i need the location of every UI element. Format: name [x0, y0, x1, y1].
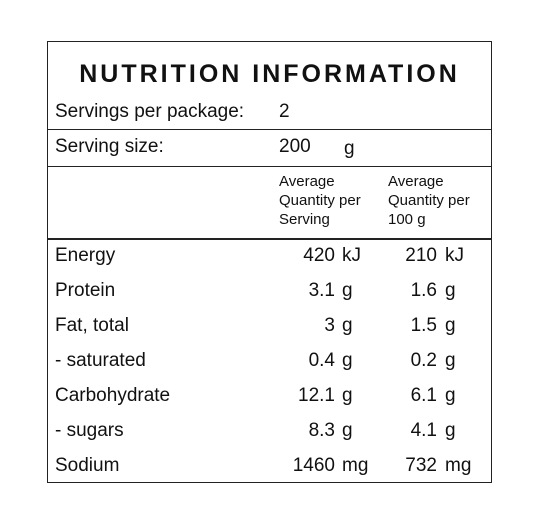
nutrient-name: Protein	[55, 280, 116, 301]
per-100g-unit: g	[445, 280, 456, 301]
per-serving-value: 8.3	[308, 420, 335, 441]
per-serving-unit: g	[342, 350, 353, 371]
per-100g-value: 210	[405, 245, 437, 266]
per-serving-value: 3	[324, 315, 335, 336]
serving-size-label: Serving size:	[55, 136, 164, 157]
nutrient-name: Sodium	[55, 455, 120, 476]
per-100g-unit: g	[445, 385, 456, 406]
servings-value: 2	[279, 101, 290, 122]
per-serving-value: 3.1	[308, 280, 335, 301]
divider	[48, 129, 491, 130]
serving-size-value: 200	[279, 136, 311, 157]
nutrient-name: - sugars	[55, 420, 124, 441]
nutrient-name: Fat, total	[55, 315, 129, 336]
per-serving-unit: g	[342, 385, 353, 406]
per-100g-value: 6.1	[410, 385, 437, 406]
column-header-per-serving: Average Quantity per Serving	[279, 173, 361, 228]
per-100g-unit: kJ	[445, 245, 464, 266]
divider-thick	[48, 238, 491, 240]
per-serving-unit: g	[342, 315, 353, 336]
per-serving-value: 0.4	[308, 350, 335, 371]
per-serving-value: 420	[303, 245, 335, 266]
per-100g-value: 732	[405, 455, 437, 476]
servings-label: Servings per package:	[55, 101, 245, 122]
per-serving-unit: kJ	[342, 245, 361, 266]
per-100g-unit: g	[445, 315, 456, 336]
per-serving-unit: g	[342, 280, 353, 301]
per-100g-unit: g	[445, 350, 456, 371]
per-100g-value: 4.1	[410, 420, 437, 441]
divider	[48, 166, 491, 167]
panel-title: NUTRITION INFORMATION	[79, 60, 460, 88]
per-serving-value: 12.1	[298, 385, 335, 406]
per-serving-value: 1460	[292, 455, 335, 476]
per-100g-unit: g	[445, 420, 456, 441]
nutrient-name: Energy	[55, 245, 116, 266]
per-100g-value: 0.2	[410, 350, 437, 371]
per-100g-unit: mg	[445, 455, 472, 476]
nutrient-name: - saturated	[55, 350, 146, 371]
serving-size-unit: g	[344, 138, 355, 159]
per-100g-value: 1.5	[410, 315, 437, 336]
nutrition-panel: NUTRITION INFORMATION Servings per packa…	[47, 41, 492, 483]
column-header-per-100g: Average Quantity per 100 g	[388, 173, 470, 228]
per-serving-unit: mg	[342, 455, 369, 476]
nutrient-name: Carbohydrate	[55, 385, 171, 406]
per-serving-unit: g	[342, 420, 353, 441]
per-100g-value: 1.6	[410, 280, 437, 301]
